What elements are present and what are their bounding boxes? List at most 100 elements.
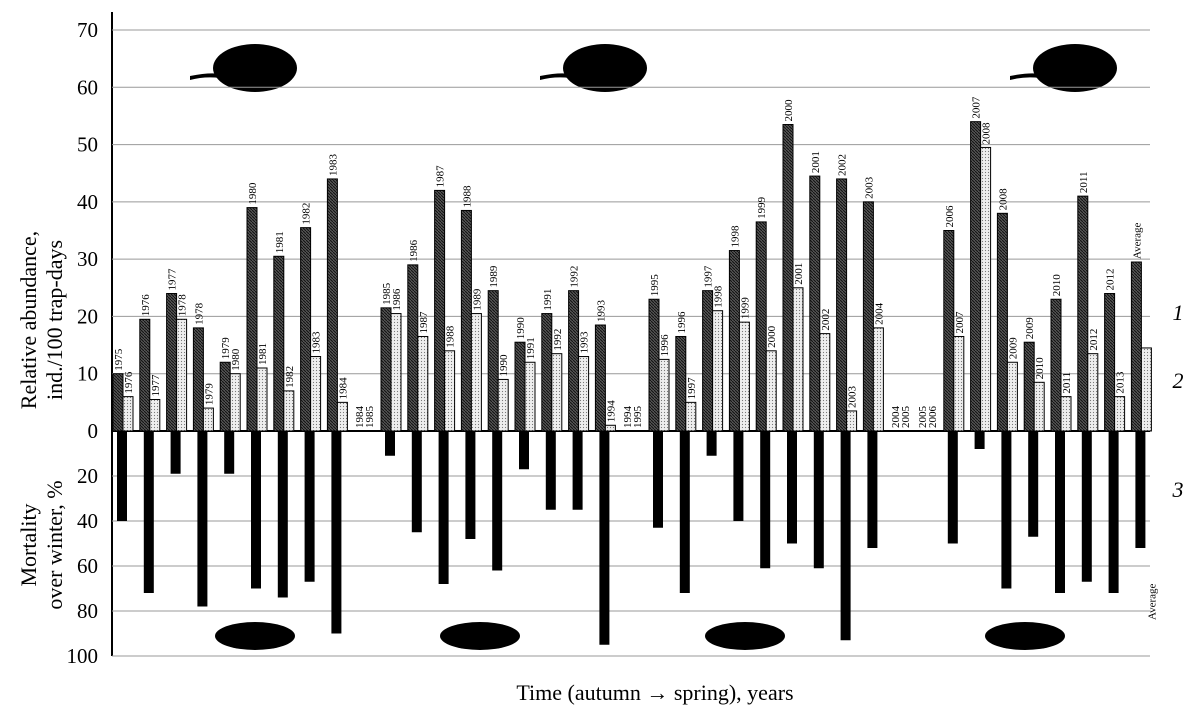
year-label: 2010 xyxy=(1051,274,1063,297)
year-label: 1997 xyxy=(703,265,715,288)
abundance-bar xyxy=(578,356,590,432)
abundance-bar xyxy=(487,290,499,432)
year-label: 2009 xyxy=(1024,317,1036,340)
abundance-bar xyxy=(460,209,472,432)
year-label: 1976 xyxy=(123,371,135,394)
abundance-bar xyxy=(112,373,124,432)
year-label: 1984 xyxy=(354,406,366,429)
year-label: 1991 xyxy=(525,337,537,359)
year-label: 1982 xyxy=(301,203,313,225)
year-label: 1980 xyxy=(247,182,259,205)
abundance-bar xyxy=(594,324,606,432)
mortality-bar xyxy=(331,431,342,634)
mortality-bar xyxy=(840,431,851,641)
year-label: 2001 xyxy=(810,151,822,173)
abundance-bar xyxy=(336,401,348,432)
mortality-bar xyxy=(519,431,529,470)
y2-tick-label: 20 xyxy=(77,464,98,488)
y2-tick-label: 100 xyxy=(67,644,99,668)
x-label: Time (autumn → spring), years xyxy=(516,680,793,705)
mortality-bar xyxy=(385,431,395,456)
abundance-bar xyxy=(434,189,446,432)
year-label: 1991 xyxy=(542,289,554,311)
abundance-bar xyxy=(283,390,295,432)
abundance-bar xyxy=(1087,353,1099,432)
year-label: 1999 xyxy=(739,297,751,320)
abundance-bar xyxy=(792,287,804,432)
abundance-bar xyxy=(1033,381,1045,432)
y-tick-label: 20 xyxy=(77,304,98,328)
abundance-bar xyxy=(1060,396,1072,432)
year-label: 1987 xyxy=(418,311,430,334)
abundance-bar xyxy=(166,293,178,432)
abundance-bar xyxy=(809,175,821,432)
abundance-bar xyxy=(1006,361,1018,432)
y-tick-label: 0 xyxy=(88,419,99,443)
year-label: 2000 xyxy=(783,99,795,122)
rodent-icons xyxy=(190,44,1117,650)
mortality-bar xyxy=(572,431,583,510)
year-label: 1994 xyxy=(622,406,634,429)
mortality-bar xyxy=(867,431,878,548)
abundance-bar xyxy=(996,212,1008,432)
year-label: 1996 xyxy=(659,334,671,357)
abundance-bar xyxy=(953,335,965,432)
abundance-bar xyxy=(604,424,616,432)
year-label: 1982 xyxy=(284,366,296,388)
year-label: 2001 xyxy=(793,263,805,285)
year-label: 2006 xyxy=(944,205,956,228)
mortality-bar xyxy=(679,431,690,593)
year-label: 1983 xyxy=(311,331,323,354)
year-label: 2008 xyxy=(997,188,1009,211)
mortality-bar xyxy=(143,431,154,593)
year-label: 1984 xyxy=(337,377,349,400)
legend-label: 2 xyxy=(1173,368,1184,393)
abundance-bar xyxy=(407,264,419,432)
abundance-bar xyxy=(497,378,509,432)
abundance-bar xyxy=(139,318,151,432)
legend-label: 3 xyxy=(1172,477,1184,502)
year-label: 1995 xyxy=(632,406,644,429)
mortality-bar xyxy=(787,431,797,544)
abundance-bar xyxy=(470,313,482,432)
year-label: 2004 xyxy=(890,406,902,429)
mortality-bar xyxy=(1081,431,1092,582)
year-label: 2011 xyxy=(1078,172,1090,194)
abundance-bar xyxy=(1050,298,1062,432)
mortality-bar xyxy=(411,431,422,533)
mortality-bar xyxy=(170,431,181,474)
year-label: 2003 xyxy=(847,385,859,408)
abundance-bar xyxy=(568,290,580,432)
year-label: 1989 xyxy=(471,288,483,311)
year-label: 1992 xyxy=(569,266,581,288)
year-label: 1992 xyxy=(552,329,564,351)
year-label: 2013 xyxy=(1115,371,1127,394)
abundance-bar xyxy=(380,307,392,432)
year-label: Average xyxy=(1131,222,1143,259)
year-label: 2011 xyxy=(1061,372,1073,394)
y2-tick-label: 40 xyxy=(77,509,98,533)
year-label: 1999 xyxy=(756,196,768,219)
year-label: 1993 xyxy=(595,300,607,323)
y-tick-label: 70 xyxy=(77,18,98,42)
abundance-bar xyxy=(246,207,258,432)
year-label: 2000 xyxy=(766,325,778,348)
mortality-bar xyxy=(197,431,208,607)
abundance-bar xyxy=(326,178,338,432)
abundance-bar xyxy=(980,146,992,432)
year-label: 1975 xyxy=(113,348,125,371)
mortality-bar xyxy=(1028,431,1039,537)
mortality-bar xyxy=(251,431,261,589)
abundance-bar xyxy=(1077,195,1089,432)
abundance-bar xyxy=(765,350,777,432)
abundance-bar xyxy=(836,178,848,432)
mortality-bar xyxy=(947,431,958,544)
abundance-bar xyxy=(846,410,858,432)
year-label: 1986 xyxy=(408,239,420,262)
mortality-bar xyxy=(492,431,503,571)
year-label: 2007 xyxy=(954,311,966,334)
mortality-bar xyxy=(117,431,127,521)
abundance-bar xyxy=(310,356,322,432)
abundance-bar xyxy=(444,350,456,432)
